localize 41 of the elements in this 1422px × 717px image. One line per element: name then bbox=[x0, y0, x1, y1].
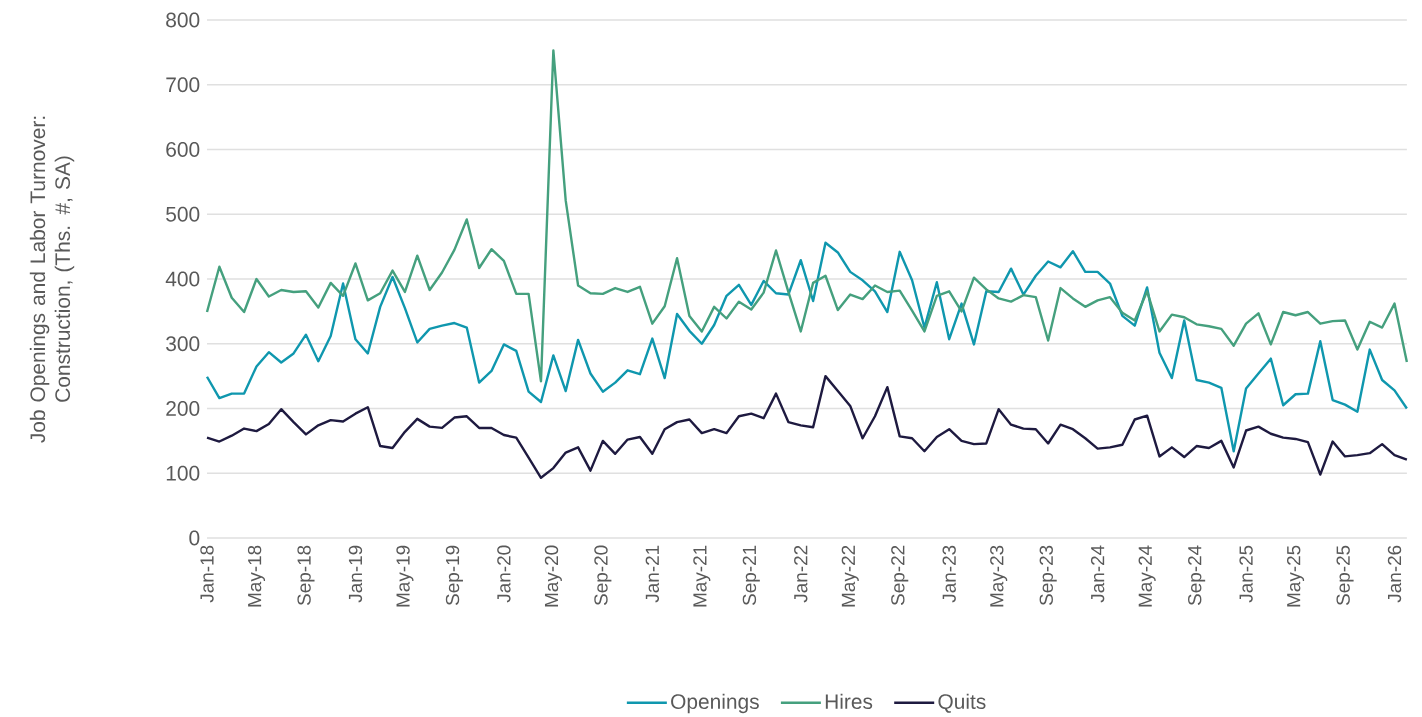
y-tick-label: 100 bbox=[166, 465, 200, 481]
y-tick-label: 600 bbox=[166, 142, 200, 157]
y-tick-label: 700 bbox=[166, 77, 200, 93]
x-tick-label: Sep-20 bbox=[594, 545, 612, 606]
legend-label: Openings bbox=[671, 693, 759, 714]
x-tick-label: May-22 bbox=[841, 545, 859, 607]
x-tick-label: Jan-20 bbox=[497, 545, 511, 603]
y-axis-title: Job Openings and Labor Turnover: Construction, (Ths. #, SA) bbox=[29, 116, 75, 443]
x-tick-label: May-25 bbox=[1286, 545, 1305, 607]
y-tick-label: 400 bbox=[165, 271, 200, 287]
x-tick-label: Sep-22 bbox=[891, 545, 909, 606]
x-tick-label: Sep-23 bbox=[1039, 545, 1057, 606]
y-tick-label: 0 bbox=[189, 530, 200, 546]
y-tick-label: 800 bbox=[166, 12, 200, 28]
x-tick-label: May-24 bbox=[1138, 545, 1156, 607]
x-tick-label: Jan-24 bbox=[1090, 545, 1105, 603]
x-tick-label: May-20 bbox=[544, 545, 562, 607]
x-tick-label: May-21 bbox=[693, 545, 711, 607]
x-tick-label: May-18 bbox=[247, 545, 266, 607]
y-tick-label: 300 bbox=[166, 336, 200, 352]
legend-label: Hires bbox=[825, 693, 873, 710]
x-tick-label: Sep-24 bbox=[1188, 545, 1206, 606]
x-tick-label: Jan-26 bbox=[1387, 545, 1402, 603]
x-tick-label: May-23 bbox=[990, 545, 1008, 607]
x-tick-label: Jan-19 bbox=[348, 545, 363, 603]
x-tick-label: Jan-25 bbox=[1239, 545, 1253, 603]
line-series bbox=[205, 49, 1409, 383]
x-tick-label: Jan-18 bbox=[200, 545, 214, 603]
x-tick-label: Jan-23 bbox=[942, 545, 956, 603]
legend-label: Quits bbox=[938, 693, 986, 713]
y-tick-label: 200 bbox=[166, 401, 200, 416]
line-series bbox=[205, 241, 1409, 453]
x-tick-label: Jan-22 bbox=[794, 545, 808, 603]
x-tick-label: May-19 bbox=[396, 545, 414, 607]
x-tick-label: Jan-21 bbox=[645, 545, 660, 603]
x-tick-label: Sep-19 bbox=[445, 545, 463, 606]
line-series bbox=[205, 374, 1409, 479]
x-tick-label: Sep-21 bbox=[742, 545, 760, 606]
x-tick-label: Sep-25 bbox=[1336, 545, 1354, 606]
x-tick-label: Sep-18 bbox=[297, 545, 315, 606]
y-tick-label: 500 bbox=[166, 206, 200, 222]
